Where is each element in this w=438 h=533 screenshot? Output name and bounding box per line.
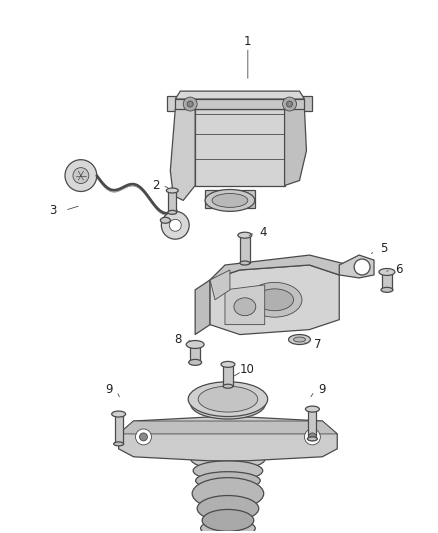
Ellipse shape bbox=[166, 188, 178, 193]
Polygon shape bbox=[115, 414, 123, 444]
Ellipse shape bbox=[193, 461, 263, 481]
Polygon shape bbox=[195, 109, 285, 185]
Circle shape bbox=[135, 429, 152, 445]
Ellipse shape bbox=[234, 298, 256, 316]
Polygon shape bbox=[382, 272, 392, 290]
Circle shape bbox=[183, 97, 197, 111]
Ellipse shape bbox=[238, 232, 252, 238]
Circle shape bbox=[286, 101, 293, 107]
Ellipse shape bbox=[223, 384, 233, 388]
Polygon shape bbox=[210, 265, 339, 335]
Ellipse shape bbox=[197, 496, 259, 521]
Ellipse shape bbox=[221, 361, 235, 367]
Ellipse shape bbox=[202, 510, 254, 531]
Circle shape bbox=[187, 101, 193, 107]
Ellipse shape bbox=[307, 437, 318, 441]
Circle shape bbox=[304, 429, 320, 445]
Circle shape bbox=[283, 97, 297, 111]
Polygon shape bbox=[285, 109, 307, 185]
Text: 6: 6 bbox=[395, 263, 403, 277]
Polygon shape bbox=[119, 417, 337, 461]
Polygon shape bbox=[195, 280, 210, 335]
Ellipse shape bbox=[186, 341, 204, 349]
Ellipse shape bbox=[168, 211, 177, 214]
Ellipse shape bbox=[191, 448, 265, 470]
Text: 3: 3 bbox=[49, 204, 57, 217]
Ellipse shape bbox=[247, 282, 302, 317]
Text: 2: 2 bbox=[152, 179, 159, 192]
Polygon shape bbox=[308, 409, 316, 439]
Circle shape bbox=[65, 160, 97, 191]
Text: 9: 9 bbox=[318, 383, 326, 395]
Text: 9: 9 bbox=[105, 383, 113, 395]
Ellipse shape bbox=[192, 478, 264, 510]
Ellipse shape bbox=[379, 269, 395, 276]
Ellipse shape bbox=[112, 411, 126, 417]
Polygon shape bbox=[225, 285, 265, 325]
Ellipse shape bbox=[205, 190, 255, 212]
Ellipse shape bbox=[196, 472, 260, 490]
Circle shape bbox=[161, 212, 189, 239]
Polygon shape bbox=[175, 99, 304, 109]
Ellipse shape bbox=[188, 382, 268, 417]
Polygon shape bbox=[210, 270, 230, 300]
Text: 8: 8 bbox=[175, 333, 182, 346]
Circle shape bbox=[170, 219, 181, 231]
Ellipse shape bbox=[201, 519, 255, 533]
Ellipse shape bbox=[198, 386, 258, 412]
Polygon shape bbox=[175, 91, 304, 99]
Polygon shape bbox=[300, 96, 312, 111]
Circle shape bbox=[140, 433, 148, 441]
Ellipse shape bbox=[256, 289, 293, 311]
Text: 7: 7 bbox=[314, 338, 321, 351]
Polygon shape bbox=[339, 255, 374, 278]
Polygon shape bbox=[170, 109, 195, 200]
Polygon shape bbox=[168, 190, 176, 212]
Circle shape bbox=[308, 433, 316, 441]
Ellipse shape bbox=[114, 442, 124, 446]
Polygon shape bbox=[223, 365, 233, 386]
Ellipse shape bbox=[293, 337, 305, 342]
Ellipse shape bbox=[212, 193, 248, 207]
Ellipse shape bbox=[289, 335, 311, 344]
Ellipse shape bbox=[240, 261, 250, 265]
Ellipse shape bbox=[160, 217, 170, 223]
Text: 1: 1 bbox=[244, 35, 251, 48]
Ellipse shape bbox=[305, 406, 319, 412]
Polygon shape bbox=[190, 344, 200, 362]
Circle shape bbox=[73, 168, 89, 183]
Text: 4: 4 bbox=[259, 225, 266, 239]
Ellipse shape bbox=[381, 287, 393, 292]
Circle shape bbox=[354, 259, 370, 275]
Polygon shape bbox=[119, 421, 337, 434]
Text: 10: 10 bbox=[240, 363, 254, 376]
Polygon shape bbox=[167, 96, 180, 111]
Polygon shape bbox=[210, 255, 349, 280]
Ellipse shape bbox=[191, 389, 265, 419]
Text: 5: 5 bbox=[380, 241, 388, 255]
Ellipse shape bbox=[189, 359, 201, 365]
Polygon shape bbox=[205, 190, 255, 208]
Polygon shape bbox=[240, 235, 250, 263]
